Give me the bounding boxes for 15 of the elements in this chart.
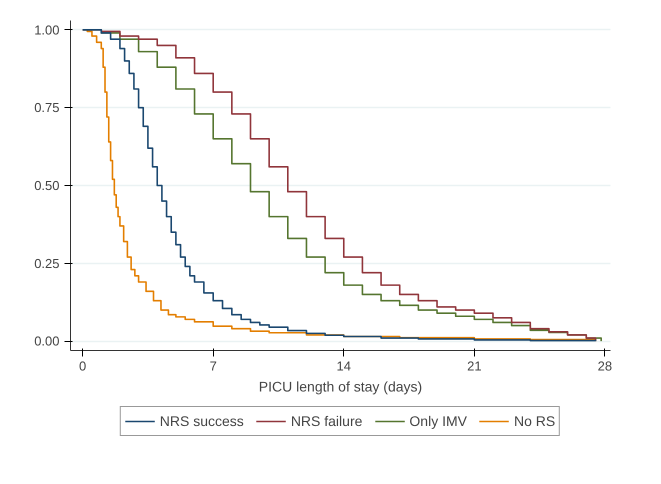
- x-tick-label: 0: [79, 358, 86, 374]
- y-tick-label: 0.75: [34, 100, 60, 116]
- y-tick-label: 0.50: [34, 178, 60, 193]
- legend-label: NRS failure: [290, 413, 362, 429]
- x-tick-label: 14: [336, 358, 352, 374]
- y-tick-label: 0.00: [34, 334, 60, 349]
- y-tick-label: 1.00: [34, 22, 60, 38]
- legend-label: Only IMV: [409, 413, 467, 429]
- x-tick-label: 7: [210, 358, 217, 374]
- legend-label: No RS: [514, 413, 556, 429]
- x-axis-title: PICU length of stay (days): [258, 378, 422, 394]
- x-tick-label: 21: [467, 358, 482, 374]
- y-tick-label: 0.25: [34, 256, 60, 271]
- legend-label: NRS success: [160, 413, 244, 429]
- x-tick-label: 28: [598, 358, 612, 374]
